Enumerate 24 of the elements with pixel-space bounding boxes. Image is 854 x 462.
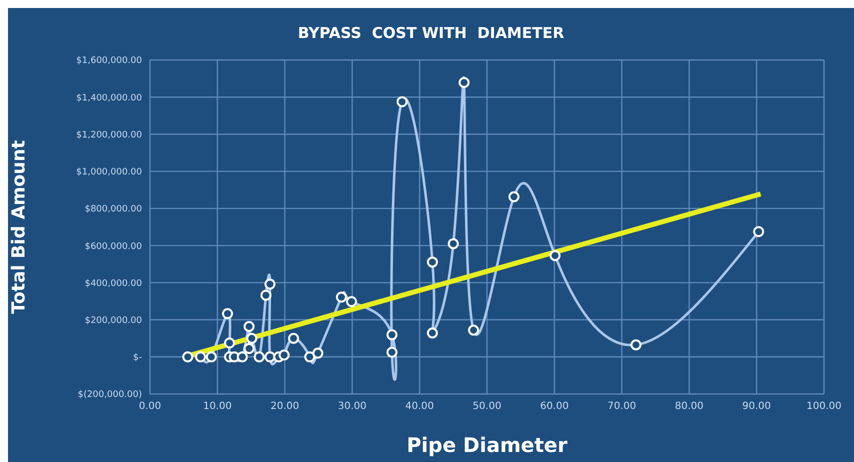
y-tick-label: $1,600,000.00 xyxy=(76,56,142,66)
y-tick-label: $400,000.00 xyxy=(84,278,142,289)
y-axis-title: Total Bid Amount xyxy=(8,140,30,314)
chart-title: BYPASS COST WITH DIAMETER xyxy=(296,24,566,42)
x-tick-label: 60.00 xyxy=(540,401,569,412)
x-tick-label: 0.00 xyxy=(138,401,162,412)
y-tick-label: $1,400,000.00 xyxy=(76,93,142,104)
x-tick-label: 20.00 xyxy=(270,401,300,412)
y-tick-label: $800,000.00 xyxy=(84,204,142,215)
x-tick-label: 70.00 xyxy=(607,401,636,412)
x-tick-label: 30.00 xyxy=(338,401,367,412)
y-tick-label: $1,200,000.00 xyxy=(76,130,142,140)
y-tick-label: $1,000,000.00 xyxy=(76,168,142,178)
x-axis-title: Pipe Diameter xyxy=(406,433,568,457)
x-tick-label: 40.00 xyxy=(405,401,434,412)
x-tick-label: 50.00 xyxy=(472,401,502,412)
x-tick-label: 90.00 xyxy=(742,401,771,412)
x-tick-label: 10.00 xyxy=(203,401,232,412)
y-tick-label: $200,000.00 xyxy=(84,316,142,326)
x-tick-label: 80.00 xyxy=(674,401,704,412)
x-tick-label: 100.00 xyxy=(806,401,842,412)
y-tick-label: $600,000.00 xyxy=(84,242,142,252)
y-tick-label: $- xyxy=(133,353,142,364)
y-tick-label: $(200,000.00) xyxy=(78,390,142,400)
